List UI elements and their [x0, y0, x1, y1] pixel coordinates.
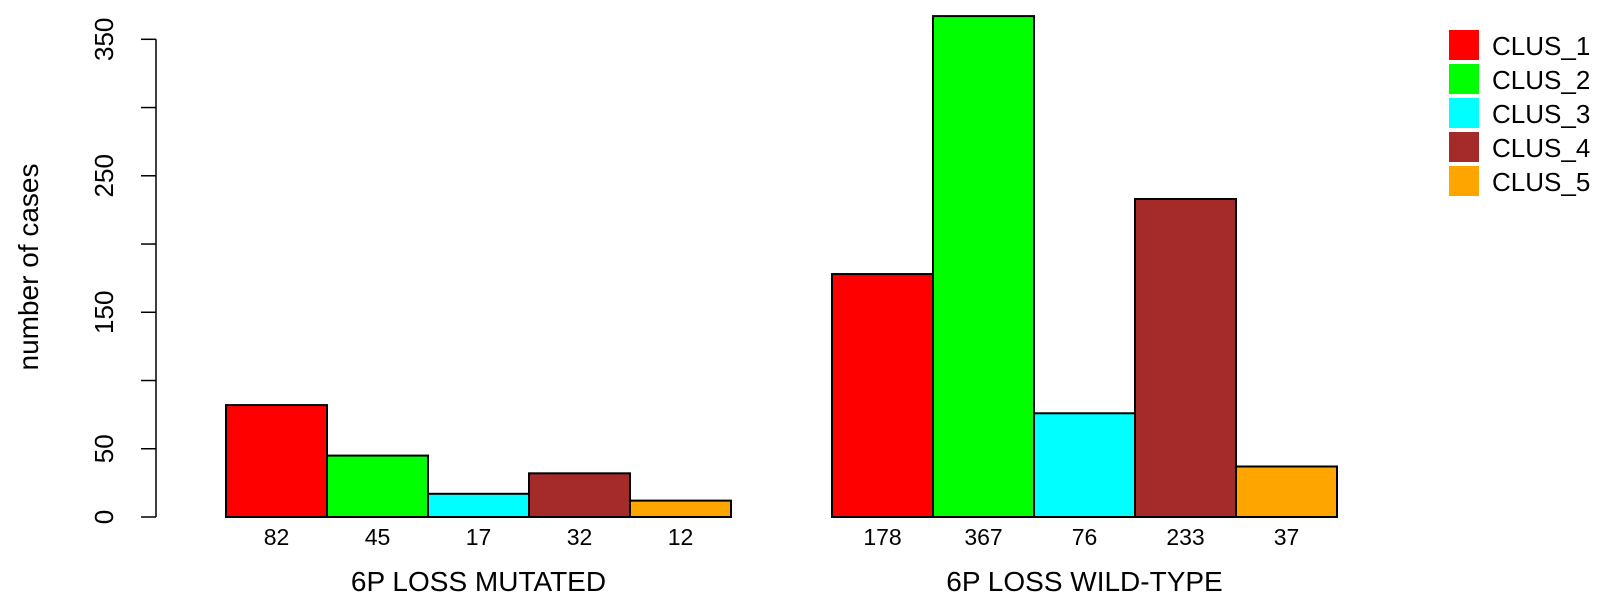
count-label: 32 [567, 524, 593, 550]
bar-clus-1 [831, 273, 934, 518]
count-labels: 82 45 17 32 12 178 367 76 233 37 [264, 524, 1300, 550]
y-tick-label: 350 [89, 18, 119, 61]
group-label: 6P LOSS WILD-TYPE [946, 566, 1222, 597]
legend-label: CLUS_5 [1492, 167, 1590, 197]
count-label: 45 [365, 524, 391, 550]
group-label: 6P LOSS MUTATED [351, 566, 606, 597]
count-label: 12 [668, 524, 694, 550]
group-labels: 6P LOSS MUTATED 6P LOSS WILD-TYPE [351, 566, 1223, 597]
legend: CLUS_1 CLUS_2 CLUS_3 CLUS_4 CLUS_5 [1449, 30, 1590, 197]
legend-swatch [1449, 166, 1479, 196]
count-label: 367 [964, 524, 1002, 550]
y-axis-title: number of cases [13, 164, 44, 371]
bar-clus-2 [932, 15, 1035, 518]
y-tick-label: 250 [89, 154, 119, 197]
bar-clus-4 [528, 472, 631, 518]
legend-swatch [1449, 30, 1479, 60]
legend-label: CLUS_1 [1492, 31, 1590, 61]
legend-label: CLUS_2 [1492, 65, 1590, 95]
legend-label: CLUS_3 [1492, 99, 1590, 129]
bar-clus-4 [1134, 197, 1237, 518]
count-label: 178 [863, 524, 901, 550]
count-label: 37 [1274, 524, 1300, 550]
count-label: 233 [1166, 524, 1204, 550]
bar-clus-2 [326, 454, 429, 519]
legend-swatch [1449, 132, 1479, 162]
y-tick-label: 0 [89, 510, 119, 524]
y-tick-label: 50 [89, 434, 119, 463]
bar-clus-3 [427, 492, 530, 519]
bar-clus-5 [1235, 465, 1338, 518]
bars [225, 15, 1338, 519]
legend-swatch [1449, 64, 1479, 94]
bar-clus-5 [629, 499, 732, 518]
bar-clus-3 [1033, 412, 1136, 518]
y-axis: 0 50 150 250 350 [89, 18, 157, 524]
legend-label: CLUS_4 [1492, 133, 1590, 163]
y-tick-label: 150 [89, 291, 119, 334]
count-label: 17 [466, 524, 492, 550]
count-label: 76 [1072, 524, 1098, 550]
count-label: 82 [264, 524, 290, 550]
legend-swatch [1449, 98, 1479, 128]
bar-clus-1 [225, 404, 328, 519]
